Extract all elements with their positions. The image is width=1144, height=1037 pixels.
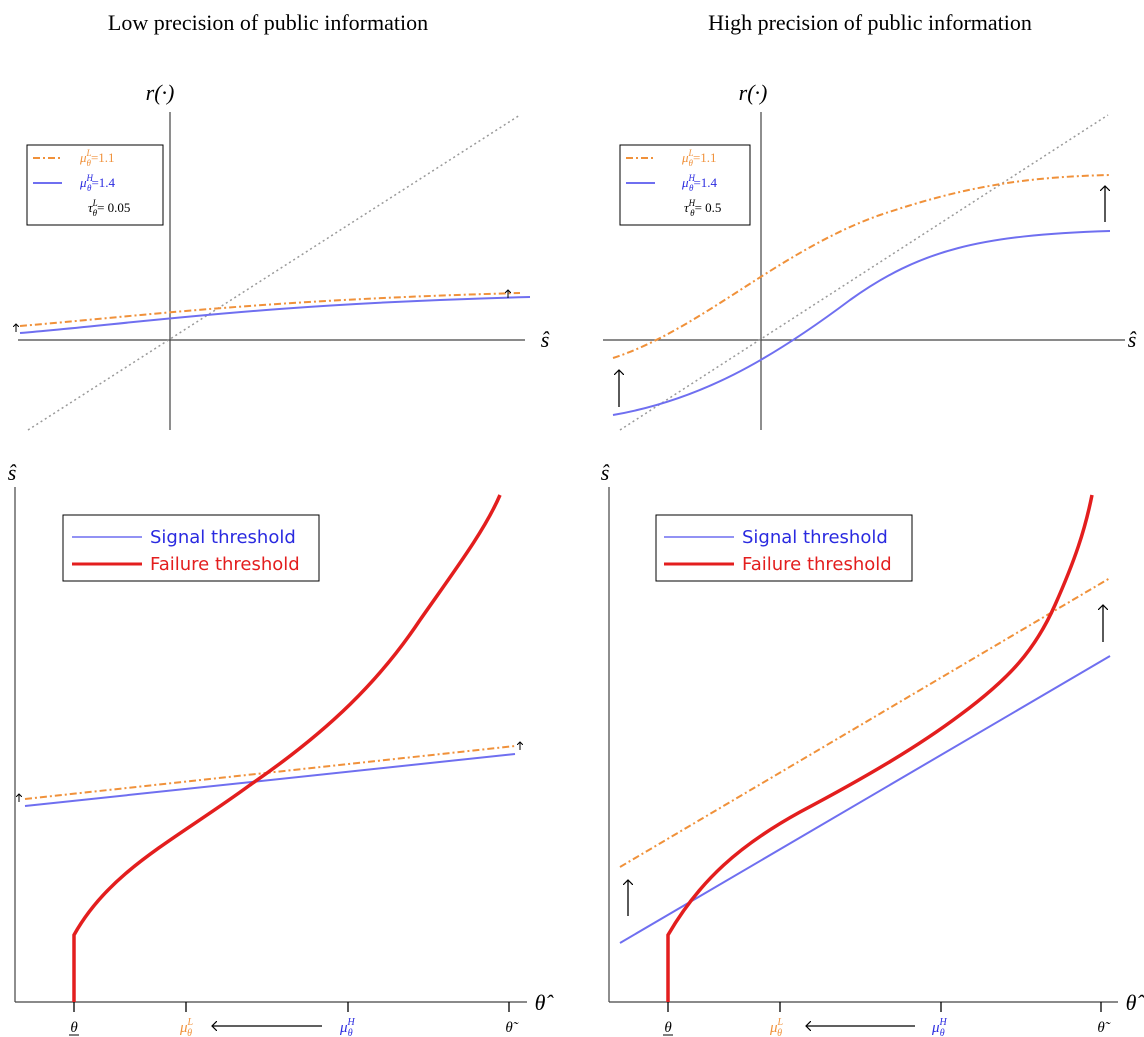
top-left-blue-curve [19,296,531,334]
bottom-right-failure-threshold [666,494,1094,1002]
top-right-x-label: ŝ [1128,327,1137,352]
bottom-left-y-label: ŝ [8,460,17,485]
bottom-left-tick-theta-tilde: θ̃ [505,1020,518,1036]
top-left-chart: r(·) ŝ μL θ=1.1 μH θ=1.4 τL θ= 0.05 [16,80,550,431]
bottom-right-chart: ŝ θ̂ Signal threshold Failure threshold … [601,460,1144,1037]
right-panel-title: High precision of public information [708,10,1032,35]
bottom-right-tick-theta-tilde: θ̃ [1097,1020,1110,1036]
bottom-left-tick-theta-low: θ [70,1020,78,1036]
bottom-left-chart: ŝ θ̂ Signal threshold Failure threshold … [8,460,555,1037]
bottom-left-failure-threshold [72,494,502,1002]
top-left-legend-blue: μH θ=1.4 [79,173,116,193]
bottom-left-tick-mu-l: μL θ [179,1017,194,1037]
bottom-left-legend-failure: Failure threshold [150,554,300,575]
top-right-legend-blue: μH θ=1.4 [681,173,718,193]
bottom-right-tick-mu-h: μH θ [931,1017,948,1037]
bottom-left-tick-mu-h: μH θ [339,1017,356,1037]
top-right-chart: r(·) ŝ μL θ=1.1 μH θ=1.4 τH θ= 0.5 [603,80,1137,431]
left-panel-title: Low precision of public information [108,10,428,35]
top-right-y-label: r(·) [739,80,768,105]
top-right-orange-curve [612,174,1111,359]
top-left-x-label: ŝ [541,327,550,352]
bottom-left-signal-threshold [24,753,516,807]
bottom-right-legend-failure: Failure threshold [742,554,892,575]
bottom-right-y-label: ŝ [601,460,610,485]
bottom-right-orange-line [619,577,1111,868]
top-right-legend-orange: μL θ=1.1 [681,148,717,168]
bottom-left-legend-signal: Signal threshold [150,527,296,548]
bottom-right-x-label: θ̂ [1126,990,1144,1015]
top-left-legend-orange: μL θ=1.1 [79,148,115,168]
bottom-right-tick-mu-l: μL θ [769,1017,784,1037]
top-right-blue-curve [612,230,1111,416]
top-left-legend-tau: τL θ= 0.05 [88,198,130,218]
top-left-legend: μL θ=1.1 μH θ=1.4 τL θ= 0.05 [26,144,164,226]
top-right-45-line [619,114,1109,431]
bottom-right-signal-threshold [619,655,1111,944]
top-left-45-line [27,114,521,431]
bottom-right-legend-signal: Signal threshold [742,527,888,548]
bottom-left-legend: Signal threshold Failure threshold [62,514,320,582]
top-right-legend: μL θ=1.1 μH θ=1.4 τH θ= 0.5 [619,144,751,226]
top-left-y-label: r(·) [146,80,175,105]
top-right-legend-tau: τH θ= 0.5 [684,198,721,218]
bottom-right-tick-theta-low: θ [664,1020,672,1036]
top-left-orange-curve [19,292,521,327]
bottom-left-x-label: θ̂ [535,990,555,1015]
bottom-right-legend: Signal threshold Failure threshold [655,514,913,582]
